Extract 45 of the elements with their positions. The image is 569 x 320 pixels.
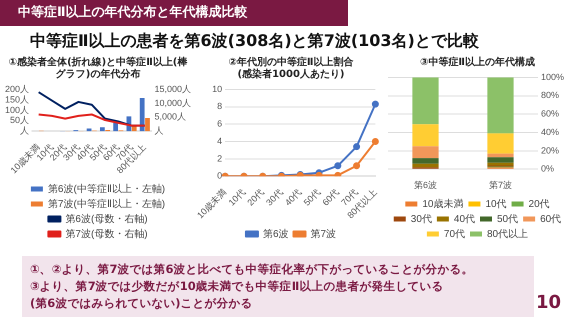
y-tick-label: 100人 — [4, 104, 30, 115]
text: 中等症Ⅱ以上の患者を第6波(308名)と第7波(103名)とで比較 — [29, 31, 480, 52]
y-tick-label: 4 — [217, 136, 222, 146]
chart-title: ②年代別の中等症Ⅱ以上割合 — [227, 57, 355, 68]
y-tick-label: 200人 — [4, 84, 30, 94]
legend-label: 第7波(母数・右軸) — [65, 228, 148, 240]
y-tick-label: 80% — [540, 90, 559, 100]
legend-label: 80代以上 — [487, 228, 528, 240]
y-tick-label: 0 — [217, 170, 222, 181]
text: (第6波ではみられていない)ことが分かる — [30, 295, 254, 312]
chart-title: ③中等症Ⅱ以上の年代構成 — [418, 57, 536, 69]
text: ③より、第7波では少数だが10歳未満でも中等症Ⅱ以上の患者が発生している — [30, 278, 444, 295]
x-tick-label: 40代 — [282, 187, 304, 208]
x-tick-label: 30代 — [264, 187, 285, 208]
y-tick-label: 150人 — [4, 94, 30, 104]
legend-label: 第7波 — [310, 228, 336, 240]
text: ①、②より、第7波では第6波と比べても中等症化率が下がっていることが分かる。 — [30, 261, 474, 278]
y-tick-label: 6 — [217, 118, 222, 129]
x-tick-label: 60代 — [320, 187, 341, 208]
y-tick-label: 0% — [540, 164, 554, 174]
chart-subtitle: (感染者1000人あたり) — [236, 69, 346, 81]
legend-label: 第6波(母数・右軸) — [65, 212, 148, 225]
x-tick-label: 50代 — [302, 187, 322, 208]
y2-tick-label: 人 — [154, 126, 164, 136]
y-tick-label: 40% — [540, 126, 559, 137]
legend-label: 第6波(中等症Ⅱ以上・左軸) — [48, 182, 166, 195]
y-tick-label: 10 — [212, 84, 222, 94]
x-tick-label: 10代 — [226, 187, 248, 208]
chart-title: ①感染者全体(折れ線)と中等症Ⅱ以上(棒グラフ)の年代分布 — [8, 57, 188, 81]
y-tick-label: 50人 — [10, 115, 30, 126]
y-tick-label: 100% — [540, 72, 564, 82]
y2-tick-label: 15,000人 — [154, 84, 192, 94]
legend-label: 第6波 — [262, 228, 288, 240]
y-tick-label: 人 — [20, 126, 30, 136]
legend-label: 70代 — [444, 228, 465, 240]
y2-tick-label: 5,000人 — [154, 112, 186, 122]
y-tick-label: 60% — [540, 108, 559, 119]
y-tick-label: 8 — [217, 101, 222, 112]
text: 中等症Ⅱ以上の年代分布と年代構成比較 — [0, 0, 348, 26]
legend-label: 第7波(中等症Ⅱ以上・左軸) — [48, 198, 166, 210]
y-tick-label: 20% — [540, 145, 559, 156]
y2-tick-label: 10,000人 — [154, 98, 192, 108]
x-tick-label: 20代 — [245, 187, 266, 208]
x-tick-label: 10歳未満 — [195, 187, 228, 220]
y-tick-label: 2 — [217, 153, 222, 164]
